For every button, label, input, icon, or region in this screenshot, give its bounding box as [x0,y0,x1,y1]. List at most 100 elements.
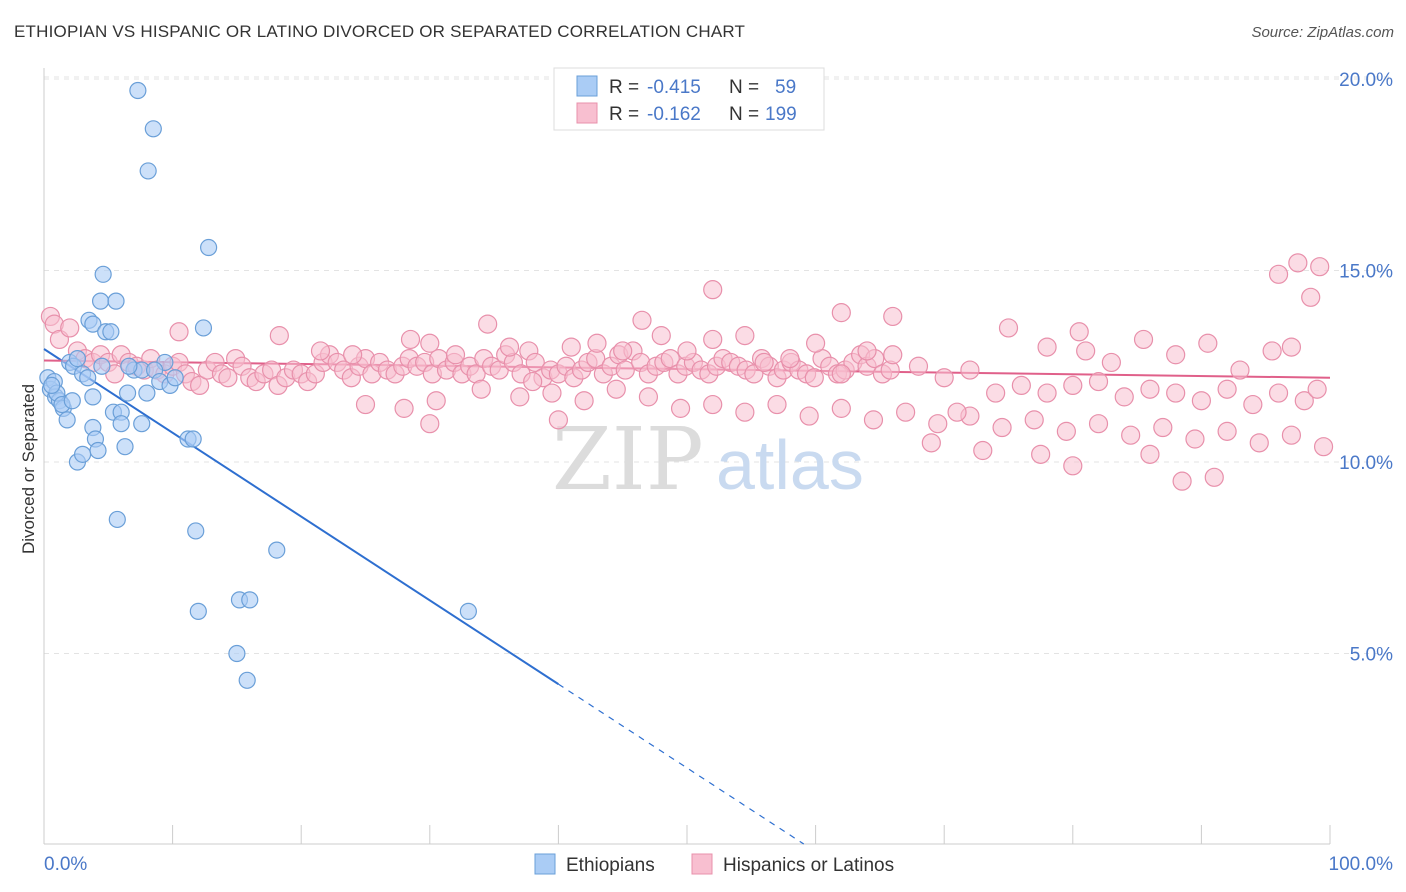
data-point-hispanics [542,383,562,403]
data-point-hispanics [1172,471,1192,491]
trend-line-ethiopians [43,348,559,685]
data-point-ethiopians [139,162,157,180]
data-point-hispanics [1069,322,1089,342]
data-point-ethiopians [108,510,126,529]
data-point-hispanics [1301,287,1321,307]
data-point-hispanics [1133,329,1154,350]
chart-title: ETHIOPIAN VS HISPANIC OR LATINO DIVORCED… [14,22,746,41]
data-point-hispanics [805,333,826,353]
data-point-hispanics [735,326,755,346]
data-point-hispanics [525,352,545,373]
data-point-hispanics [1262,341,1282,361]
data-point-ethiopians [116,438,134,456]
data-point-hispanics [499,337,520,357]
data-point-hispanics [471,379,491,399]
data-point-hispanics [1037,337,1057,357]
data-point-hispanics [947,402,967,422]
data-point-hispanics [986,383,1006,403]
data-point-hispanics [921,433,941,453]
data-point-ethiopians [84,315,102,333]
data-point-ethiopians [144,120,162,138]
data-point-hispanics [1063,375,1083,395]
x-tick-label: 0.0% [44,854,87,875]
data-point-hispanics [420,414,440,434]
data-point-hispanics [1185,429,1205,449]
y-tick-label: 20.0% [1339,70,1393,91]
legend-n-label-1: N = [729,77,759,98]
x-tick-label: 100.0% [1329,854,1394,875]
data-point-hispanics [478,314,498,334]
data-point-hispanics [896,402,916,422]
data-point-ethiopians [94,265,112,283]
data-point-ethiopians [238,671,256,689]
data-point-hispanics [1153,417,1173,438]
data-point-hispanics [973,440,993,461]
data-point-hispanics [613,341,633,361]
data-point-hispanics [587,333,607,353]
y-axis-label: Divorced or Separated [19,384,38,554]
data-point-hispanics [883,306,903,327]
data-point-hispanics [703,329,723,350]
y-tick-label: 10.0% [1339,453,1393,474]
data-point-hispanics [615,360,635,380]
data-point-hispanics [677,341,697,361]
data-point-hispanics [1243,394,1263,415]
data-point-ethiopians [189,602,207,620]
data-point-hispanics [1204,467,1224,487]
data-point-ethiopians [187,522,205,540]
data-point-hispanics [1037,383,1057,403]
series-hispanics-points [40,253,1334,491]
data-point-hispanics [606,379,626,399]
data-point-ethiopians [166,369,184,387]
y-tick-label: 15.0% [1339,262,1393,283]
data-point-hispanics [1268,383,1289,403]
data-point-hispanics [426,391,446,411]
data-point-hispanics [548,410,569,430]
data-point-hispanics [1011,375,1031,395]
data-point-ethiopians [118,384,137,402]
watermark-zip: ZIP [552,410,704,510]
data-point-hispanics [1268,264,1289,284]
data-point-hispanics [960,360,980,380]
data-point-hispanics [169,322,189,342]
data-point-hispanics [1281,425,1302,445]
data-point-hispanics [1198,333,1218,353]
data-point-ethiopians [91,292,110,310]
legend-n-label-2: N = [729,104,759,125]
data-point-hispanics [857,341,877,361]
series-ethiopians-points [39,81,477,689]
data-point-hispanics [767,394,787,415]
data-point-hispanics [1088,371,1109,392]
data-point-hispanics [343,345,363,365]
data-point-ethiopians [129,81,147,100]
legend-n-value-1: 59 [775,77,796,98]
data-point-ethiopians [194,319,213,337]
data-point-hispanics [1249,433,1269,453]
data-point-ethiopians [73,445,92,463]
legend-r-label-1: R = [609,77,639,98]
data-point-hispanics [1288,253,1308,273]
data-point-hispanics [703,280,723,300]
data-point-hispanics [310,341,331,361]
data-point-hispanics [928,414,948,434]
data-point-hispanics [355,394,376,415]
data-point-hispanics [908,356,929,376]
bottom-legend-label-ethiopians: Ethiopians [566,855,655,876]
data-point-hispanics [1230,360,1250,380]
data-point-hispanics [1140,379,1160,399]
legend-r-value-1: -0.415 [647,77,701,98]
data-point-hispanics [1063,456,1083,476]
data-point-ethiopians [107,292,125,310]
data-point-hispanics [1121,425,1141,445]
data-point-ethiopians [184,430,202,448]
data-point-hispanics [1031,444,1051,464]
data-point-hispanics [523,371,543,392]
data-point-ethiopians [79,369,97,387]
data-point-ethiopians [89,441,107,460]
data-point-hispanics [831,303,851,323]
data-point-ethiopians [102,323,120,341]
data-point-hispanics [445,345,466,365]
data-point-hispanics [831,364,851,384]
data-point-hispanics [1294,391,1314,411]
watermark-atlas: atlas [716,426,864,504]
